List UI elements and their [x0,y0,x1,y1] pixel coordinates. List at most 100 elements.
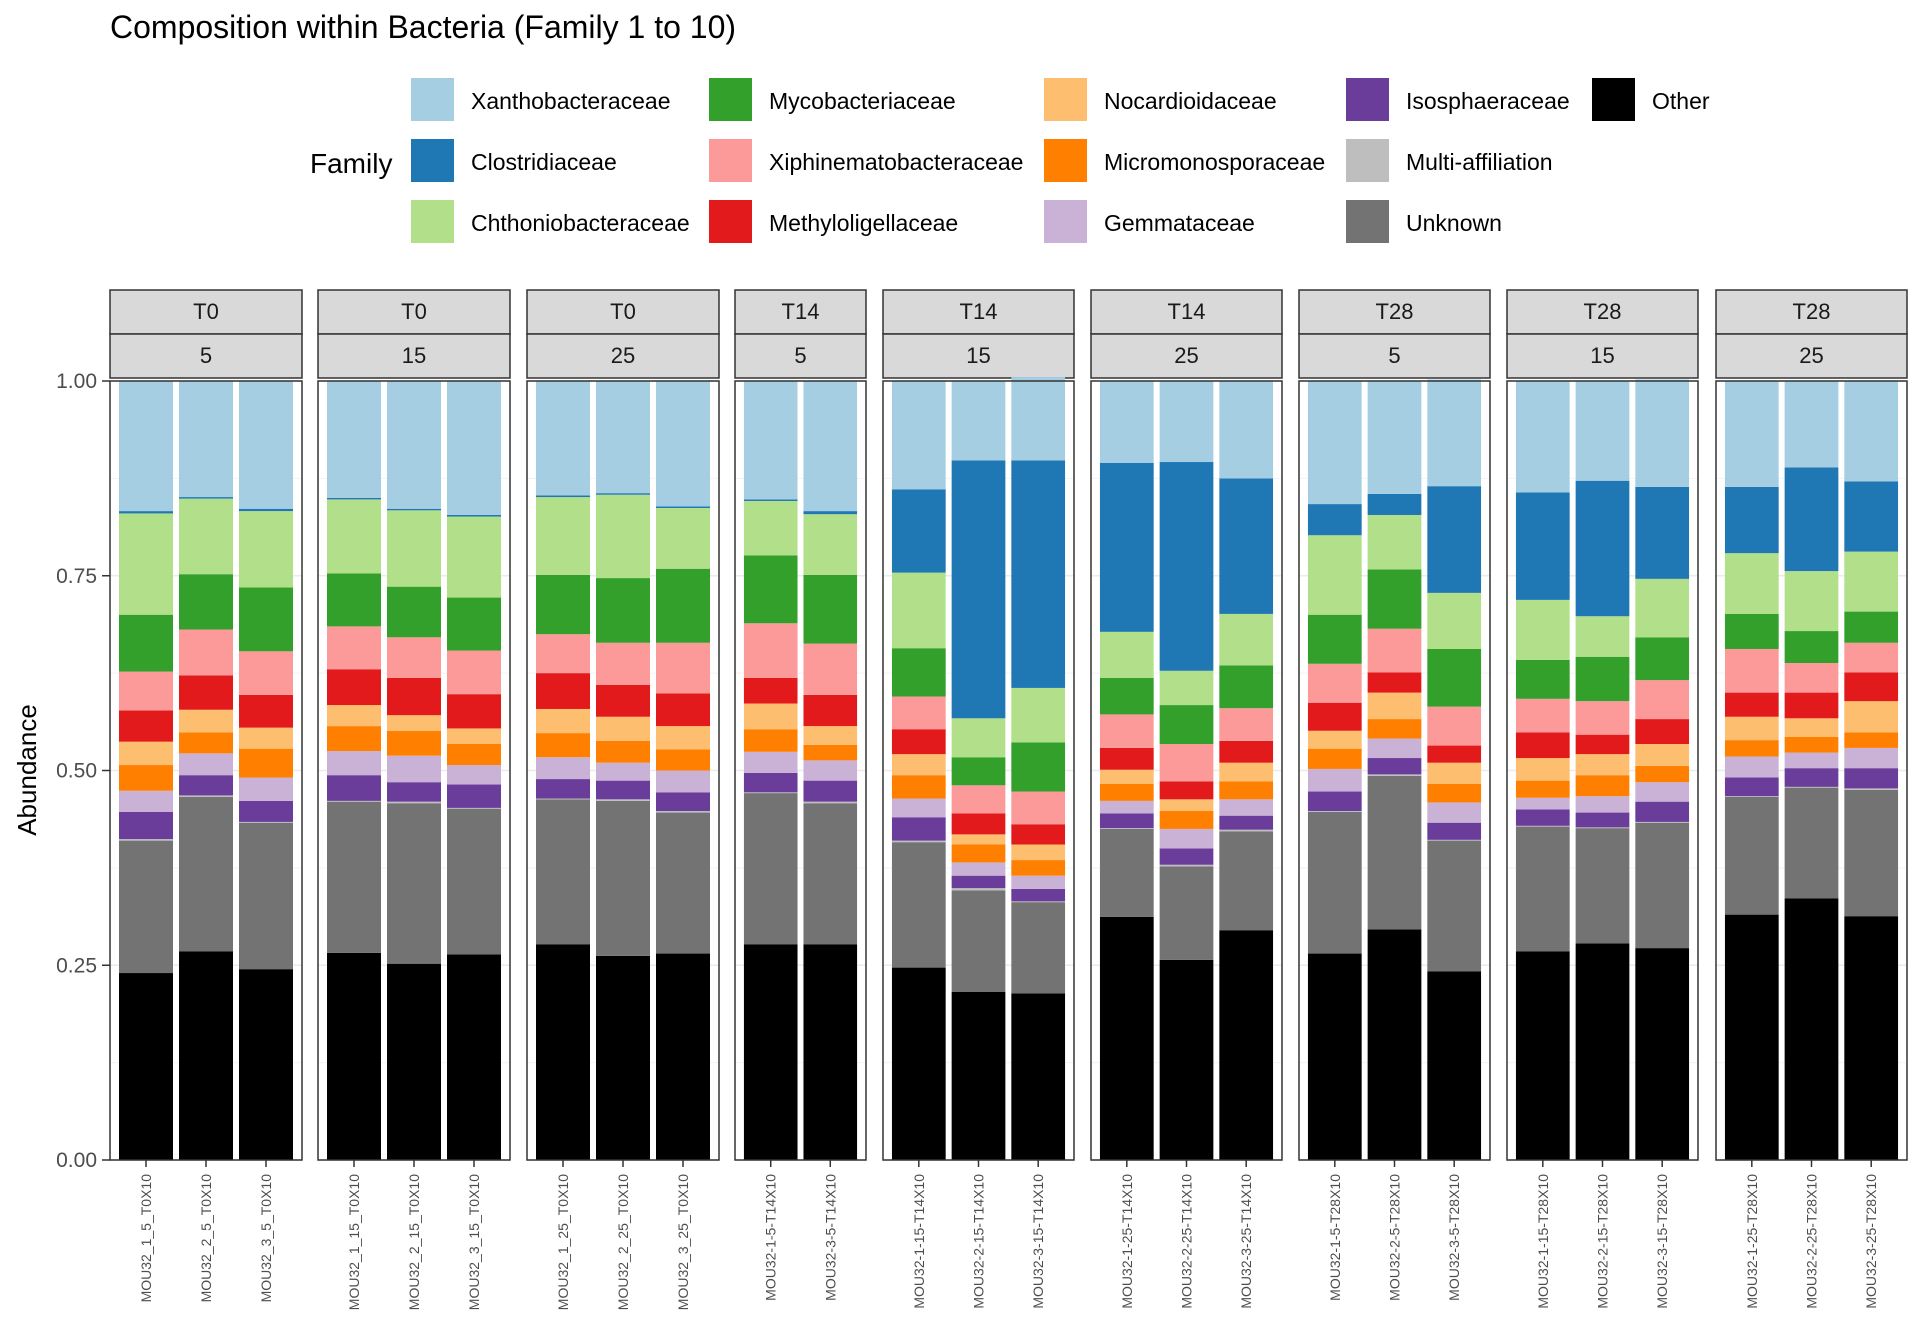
bar-segment-multi-affiliation [951,888,1006,891]
bar-segment-methyloligellaceae [239,694,293,728]
bar-segment-other [327,952,381,1160]
bar-segment-isosphaeraceae [1367,758,1422,775]
x-tick-label: MOU32-2-15-T28X10 [1595,1174,1611,1309]
bar-segment-methyloligellaceae [1724,692,1779,717]
strip-depth [1715,333,1908,379]
bar-segment-micromonosporaceae [1159,811,1214,829]
bar-mou32-3-5-t14x10 [803,381,858,1160]
bar-segment-nocardioidaceae [951,834,1006,845]
bar-segment-clostridiaceae [1844,481,1899,552]
strip-time-label: T14 [782,299,820,324]
strip-depth-label: 15 [402,343,426,368]
bar-segment-xiphinematobacteraceae [447,650,501,695]
bar-segment-xanthobacteraceae [656,381,710,507]
bar-segment-xiphinematobacteraceae [1784,662,1839,693]
legend-label-clostridiaceae: Clostridiaceae [471,149,617,175]
bar-segment-nocardioidaceae [1427,762,1482,784]
facet-panel-t28-15: T28 15 MOU32-1-15-T28X10 MOU32-2-15-T28X10 M… [1506,289,1699,1309]
bar-segment-other [656,953,710,1160]
bar-segment-gemmataceae [1515,797,1570,810]
bar-segment-xiphinematobacteraceae [951,785,1006,814]
bar-mou32-2-5-t28x10 [1367,381,1422,1160]
x-tick-label: MOU32-3-5-T28X10 [1446,1174,1462,1301]
bar-mou32-1-5-t0x10 [119,381,173,1160]
bar-segment-micromonosporaceae [1099,783,1154,801]
bar-segment-mycobacteriaceae [387,586,441,638]
bar-segment-micromonosporaceae [119,765,173,791]
legend-label-xanthobacteraceae: Xanthobacteraceae [471,88,671,114]
bar-segment-methyloligellaceae [1367,672,1422,693]
bar-segment-multi-affiliation [119,839,173,841]
bar-segment-isosphaeraceae [1307,791,1362,812]
bar-segment-chthoniobacteraceae [1784,571,1839,632]
bar-segment-mycobacteriaceae [179,574,233,630]
legend-label-methyloligellaceae: Methyloligellaceae [769,210,958,236]
bar-segment-mycobacteriaceae [656,568,710,643]
bar-segment-isosphaeraceae [656,792,710,812]
bar-segment-multi-affiliation [1159,864,1214,867]
bar-segment-methyloligellaceae [1515,732,1570,759]
bar-segment-xiphinematobacteraceae [327,626,381,670]
strip-time [1090,289,1283,335]
facet-panel-t0-25: T0 25 MOU32_1_25_T0X10 MOU32_2_25_T0X10 MOU3… [526,289,720,1310]
strip-depth-label: 25 [1174,343,1198,368]
bar-segment-micromonosporaceae [951,844,1006,863]
legend-label-other: Other [1652,88,1710,114]
bar-segment-unknown [803,803,858,945]
bar-segment-micromonosporaceae [1635,765,1690,783]
bar-segment-micromonosporaceae [1427,783,1482,803]
facet-panel-t14-15: T14 15 MOU32-1-15-T14X10 MOU32-2-15-T14X10 M… [882,289,1075,1309]
bar-segment-xanthobacteraceae [596,381,650,494]
bar-segment-other [1635,948,1690,1160]
bar-segment-unknown [119,840,173,974]
bar-segment-micromonosporaceae [1307,748,1362,769]
bar-mou32-1-5-t14x10 [743,381,798,1160]
strip-depth [317,333,511,379]
bar-segment-isosphaeraceae [387,782,441,802]
x-tick-label: MOU32-1-15-T28X10 [1535,1174,1551,1309]
bar-segment-chthoniobacteraceae [891,572,946,649]
bar-segment-unknown [239,822,293,970]
bar-segment-gemmataceae [891,798,946,818]
bar-segment-methyloligellaceae [119,710,173,742]
legend: Xanthobacteraceae Clostridiaceae Chthoniob… [411,78,1710,243]
legend-key-xanthobacteraceae [411,78,454,121]
bar-segment-isosphaeraceae [1099,813,1154,829]
bar-segment-micromonosporaceae [656,749,710,771]
bar-segment-mycobacteriaceae [803,574,858,644]
legend-label-xiphinematobacteraceae: Xiphinematobacteraceae [769,149,1023,175]
strip-time [1506,289,1699,335]
legend-label-isosphaeraceae: Isosphaeraceae [1406,88,1570,114]
bar-segment-xiphinematobacteraceae [1515,698,1570,733]
bar-segment-xanthobacteraceae [1724,381,1779,487]
bar-segment-other [536,944,590,1160]
bar-segment-mycobacteriaceae [1307,614,1362,664]
x-tick-label: MOU32-3-15-T14X10 [1030,1174,1046,1309]
bar-segment-clostridiaceae [743,499,798,501]
x-tick-label: MOU32-3-25-T14X10 [1238,1174,1254,1309]
bar-segment-methyloligellaceae [1219,740,1274,763]
bar-segment-gemmataceae [179,753,233,776]
bar-segment-xanthobacteraceae [179,381,233,498]
strip-depth [1506,333,1699,379]
bar-segment-mycobacteriaceae [239,587,293,652]
bar-segment-multi-affiliation [1844,788,1899,790]
bar-segment-other [1844,916,1899,1160]
legend-key-micromonosporaceae [1044,139,1087,182]
bar-segment-isosphaeraceae [1159,848,1214,865]
bar-segment-nocardioidaceae [447,728,501,745]
bar-segment-mycobacteriaceae [327,573,381,627]
bar-segment-isosphaeraceae [119,811,173,840]
bar-segment-xanthobacteraceae [239,381,293,509]
bar-segment-chthoniobacteraceae [447,516,501,598]
bar-segment-xiphinematobacteraceae [1635,680,1690,720]
bar-segment-chthoniobacteraceae [536,497,590,575]
strip-time-label: T14 [960,299,998,324]
bar-segment-methyloligellaceae [1011,824,1066,845]
facet-panel-t28-25: T28 25 MOU32-1-25-T28X10 MOU32-2-25-T28X10 M… [1715,289,1908,1309]
bar-segment-gemmataceae [119,790,173,812]
bar-segment-gemmataceae [1219,799,1274,816]
bar-segment-isosphaeraceae [1011,888,1066,902]
bar-segment-other [1427,971,1482,1160]
bar-segment-mycobacteriaceae [1635,637,1690,681]
